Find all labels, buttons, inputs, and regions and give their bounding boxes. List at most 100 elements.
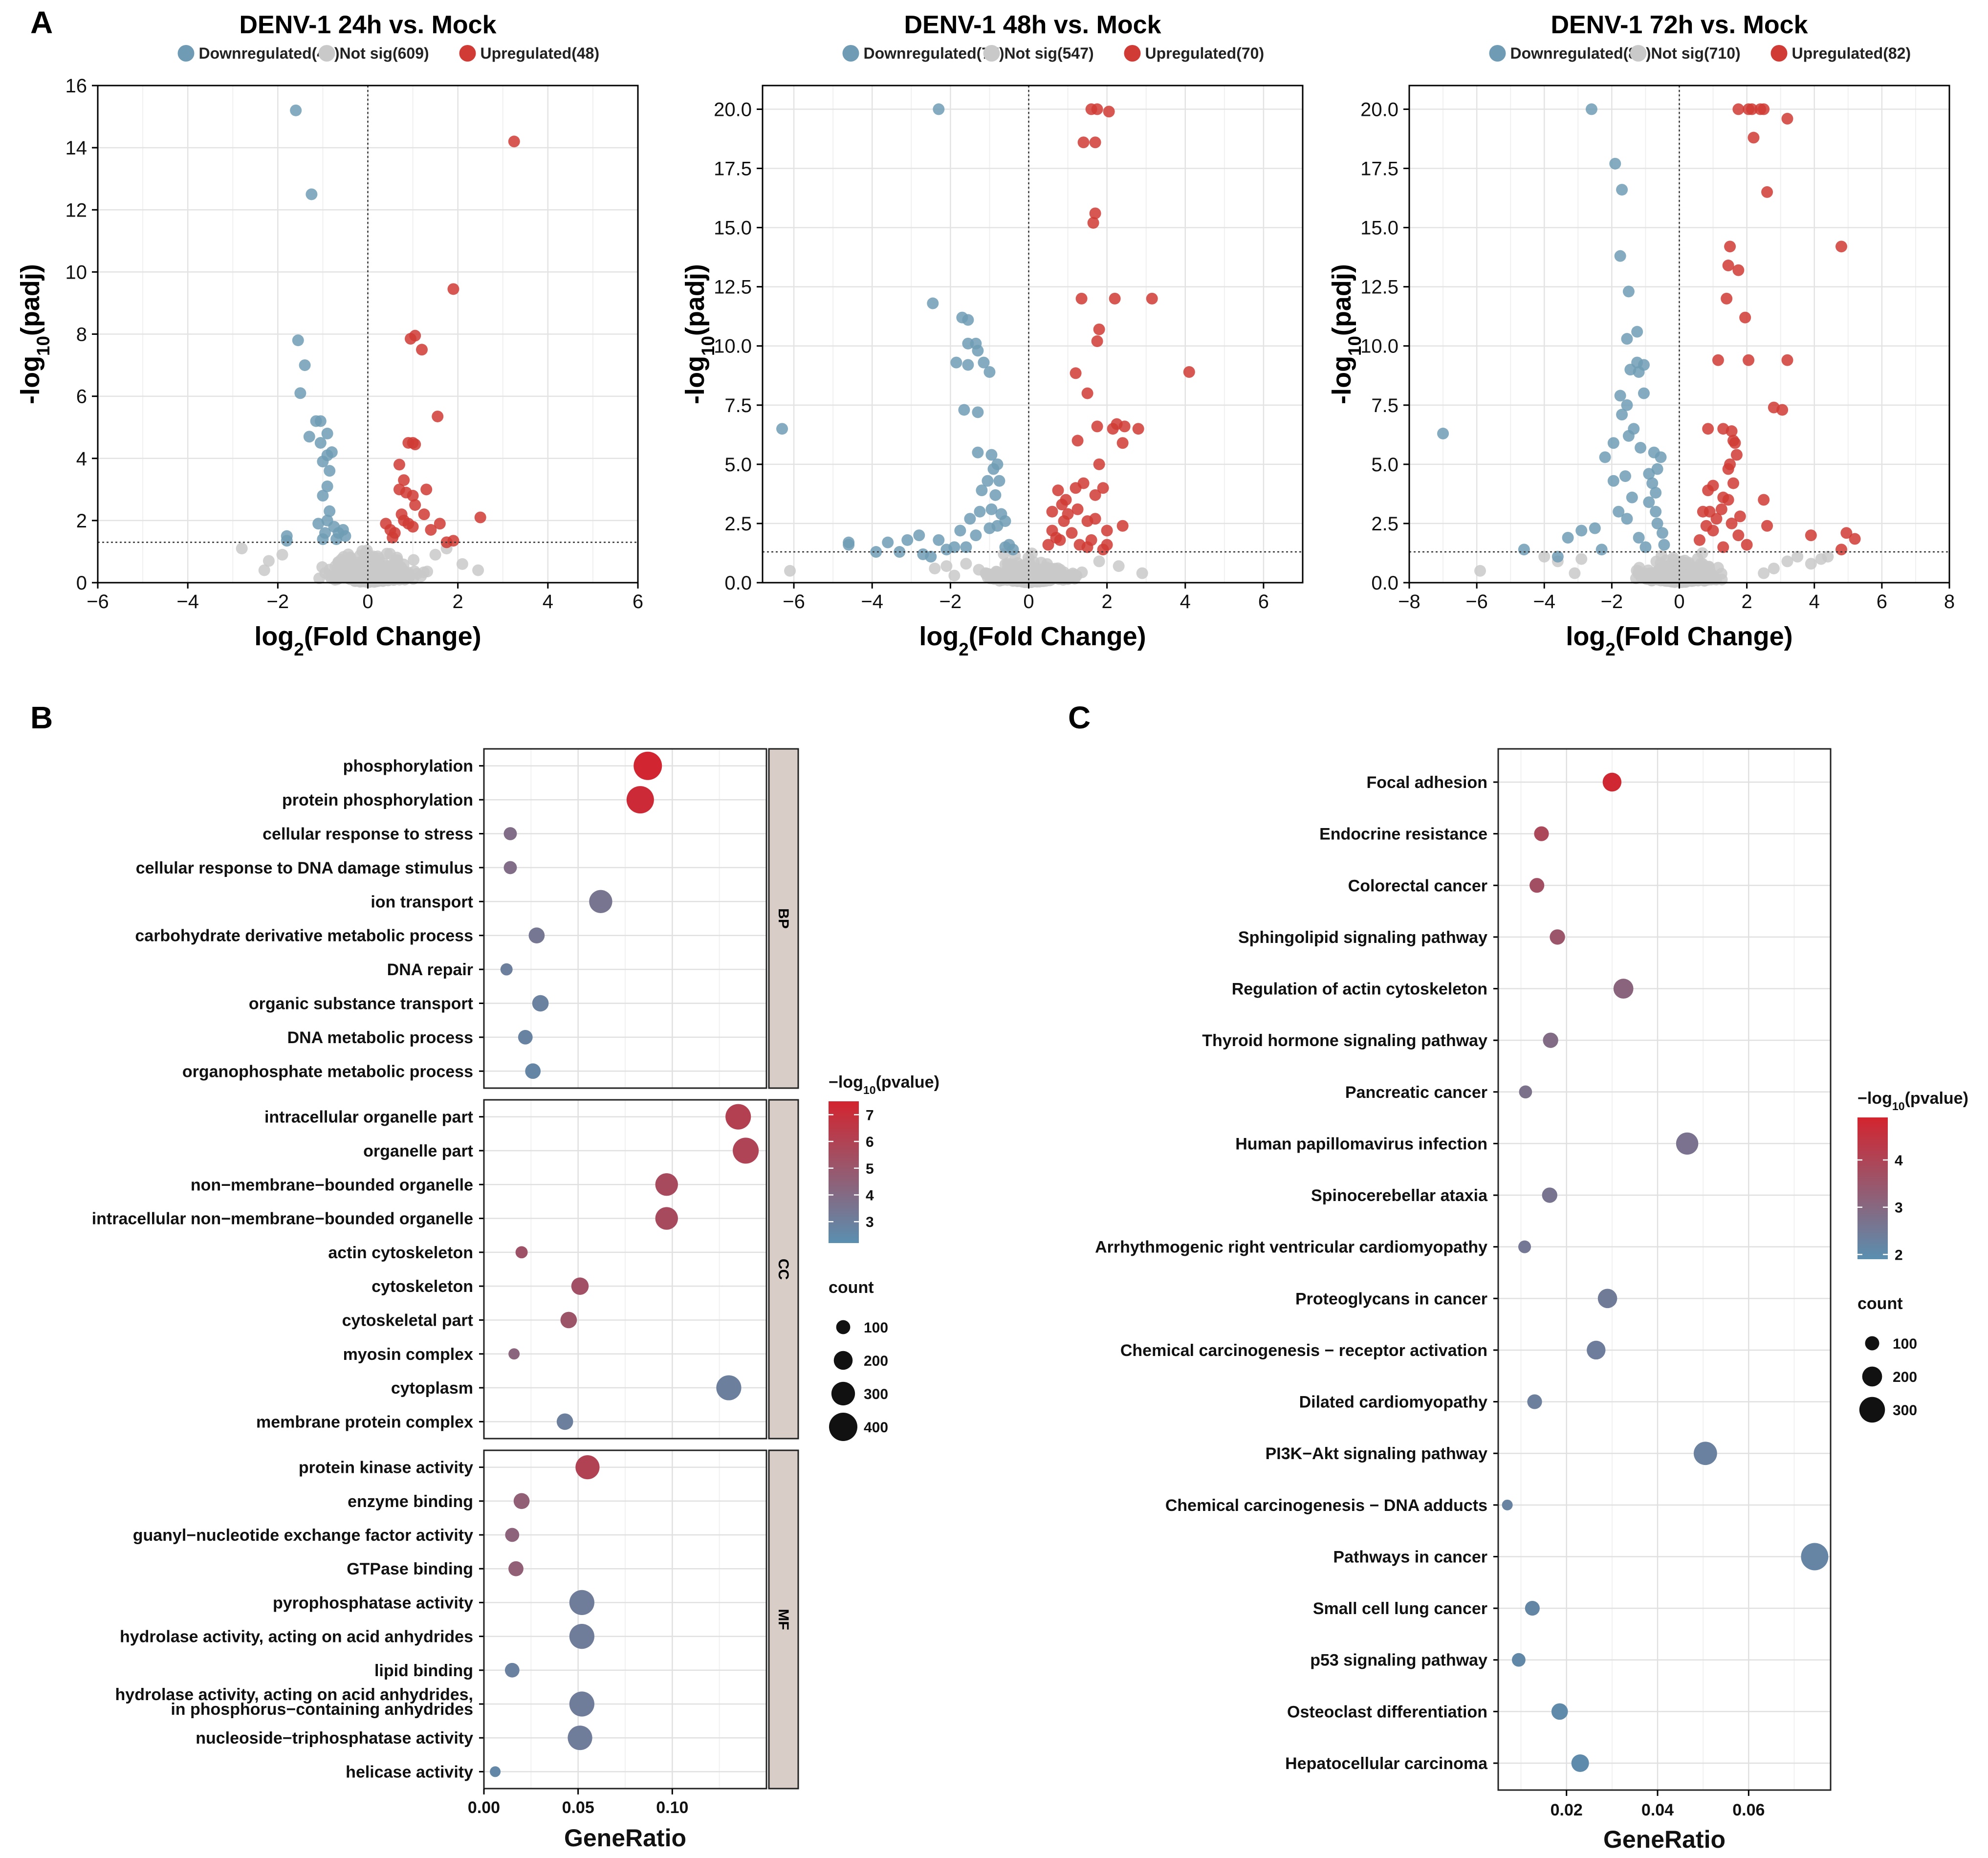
point-up: [1722, 260, 1734, 272]
point-down: [1621, 333, 1633, 345]
y-tick-label: 5.0: [724, 454, 752, 476]
dot: [1693, 1442, 1717, 1465]
legend-label-notsig: Not sig(609): [340, 44, 429, 62]
point-notsig: [358, 575, 370, 588]
point-down: [972, 406, 984, 418]
term-label: organophosphate metabolic process: [182, 1062, 473, 1081]
dot: [1550, 929, 1565, 945]
facet-cc: intracellular organelle part organelle pa…: [92, 1099, 799, 1440]
point-up: [1781, 112, 1793, 125]
point-down: [306, 188, 318, 200]
point-up: [407, 521, 419, 533]
point-notsig: [1768, 562, 1780, 574]
y-tick-label: 0.0: [724, 572, 752, 594]
point-up: [1071, 435, 1084, 447]
legend-label-up: Upregulated(48): [481, 44, 600, 62]
facet-border: [483, 1099, 767, 1440]
point-up: [1101, 525, 1113, 537]
term-label: cytoskeletal part: [342, 1311, 473, 1330]
point-up: [1077, 136, 1090, 149]
size-legend-dot: [1862, 1366, 1882, 1387]
x-axis-label: log2(Fold Change): [254, 622, 481, 659]
point-down: [321, 427, 333, 439]
plot-title: DENV-1 72h vs. Mock: [1551, 11, 1808, 39]
term-label: phosphorylation: [343, 757, 473, 776]
x-tick-label: 2: [453, 591, 463, 612]
dot: [571, 1277, 589, 1295]
term-label: Hepatocellular carcinoma: [1285, 1754, 1488, 1773]
point-down: [972, 446, 984, 459]
point-notsig: [940, 560, 953, 572]
term-label: guanyl−nucleotide exchange factor activi…: [133, 1526, 473, 1545]
point-notsig: [415, 570, 427, 582]
point-up: [1726, 425, 1738, 437]
point-up: [447, 283, 459, 295]
point-up: [1730, 449, 1743, 461]
kegg-enrichment-dotplot: Focal adhesion Endocrine resistance Colore…: [1095, 748, 1968, 1853]
point-up: [1805, 529, 1817, 542]
point-up: [1710, 513, 1723, 525]
dot: [626, 786, 654, 814]
point-down: [1650, 505, 1662, 518]
point-down: [1599, 451, 1611, 463]
point-up: [398, 474, 410, 486]
point-down: [1619, 470, 1631, 482]
y-tick-label: 5.0: [1371, 454, 1398, 476]
term-label: Dilated cardiomyopathy: [1299, 1393, 1488, 1412]
point-down: [983, 522, 996, 534]
y-tick-label: 16: [66, 75, 87, 97]
facet-bp: phosphorylation protein phosphorylation ce…: [135, 748, 799, 1089]
term-label: Spinocerebellar ataxia: [1311, 1186, 1488, 1205]
y-tick-label: 12: [66, 199, 87, 221]
point-down: [982, 475, 994, 487]
point-up: [416, 344, 428, 356]
point-down: [962, 314, 974, 326]
point-up: [1741, 539, 1753, 551]
size-legend-dot: [1859, 1397, 1885, 1423]
point-down: [1646, 477, 1659, 489]
dot: [569, 1624, 594, 1649]
point-down: [1607, 437, 1619, 449]
term-label: actin cytoskeleton: [328, 1244, 473, 1262]
colorbar: [1857, 1117, 1888, 1259]
point-down: [1635, 441, 1647, 454]
point-down: [962, 359, 974, 371]
colorbar-tick-label: 4: [1895, 1153, 1903, 1169]
point-up: [1093, 323, 1105, 335]
term-label: membrane protein complex: [256, 1413, 473, 1431]
dot: [1551, 1703, 1568, 1720]
dot: [508, 1561, 524, 1576]
x-axis-label: GeneRatio: [1603, 1826, 1726, 1853]
dot: [1527, 1394, 1542, 1409]
x-axis-label: log2(Fold Change): [1566, 622, 1792, 659]
point-down: [1621, 399, 1633, 411]
point-notsig: [1680, 569, 1692, 582]
x-tick-label: 6: [1258, 591, 1269, 612]
point-down: [1616, 409, 1628, 421]
size-legend-label: 100: [864, 1320, 888, 1336]
point-up: [1091, 103, 1103, 115]
plot-title: DENV-1 24h vs. Mock: [240, 11, 497, 39]
y-tick-label: 17.5: [714, 158, 752, 180]
term-label: cytoplasm: [391, 1379, 473, 1398]
size-legend-dot: [836, 1320, 851, 1334]
point-up: [1118, 420, 1131, 433]
dot: [513, 1493, 530, 1509]
dot: [500, 963, 513, 976]
dot: [556, 1413, 573, 1430]
point-up: [1116, 437, 1129, 449]
term-label: ion transport: [371, 893, 473, 911]
dot: [716, 1375, 742, 1400]
plot-area: [763, 86, 1303, 583]
point-down: [917, 548, 929, 560]
point-down: [993, 475, 1005, 487]
x-tick-label: 0.05: [562, 1798, 594, 1817]
y-axis-label: -log10(padj): [16, 264, 53, 404]
point-up: [1693, 534, 1705, 546]
point-up: [418, 508, 430, 521]
legend-marker-up: [1770, 45, 1788, 62]
point-notsig: [1474, 565, 1486, 577]
dot: [1525, 1601, 1540, 1616]
point-notsig: [332, 562, 344, 574]
legend-label-down: Downregulated(86): [1510, 44, 1651, 62]
